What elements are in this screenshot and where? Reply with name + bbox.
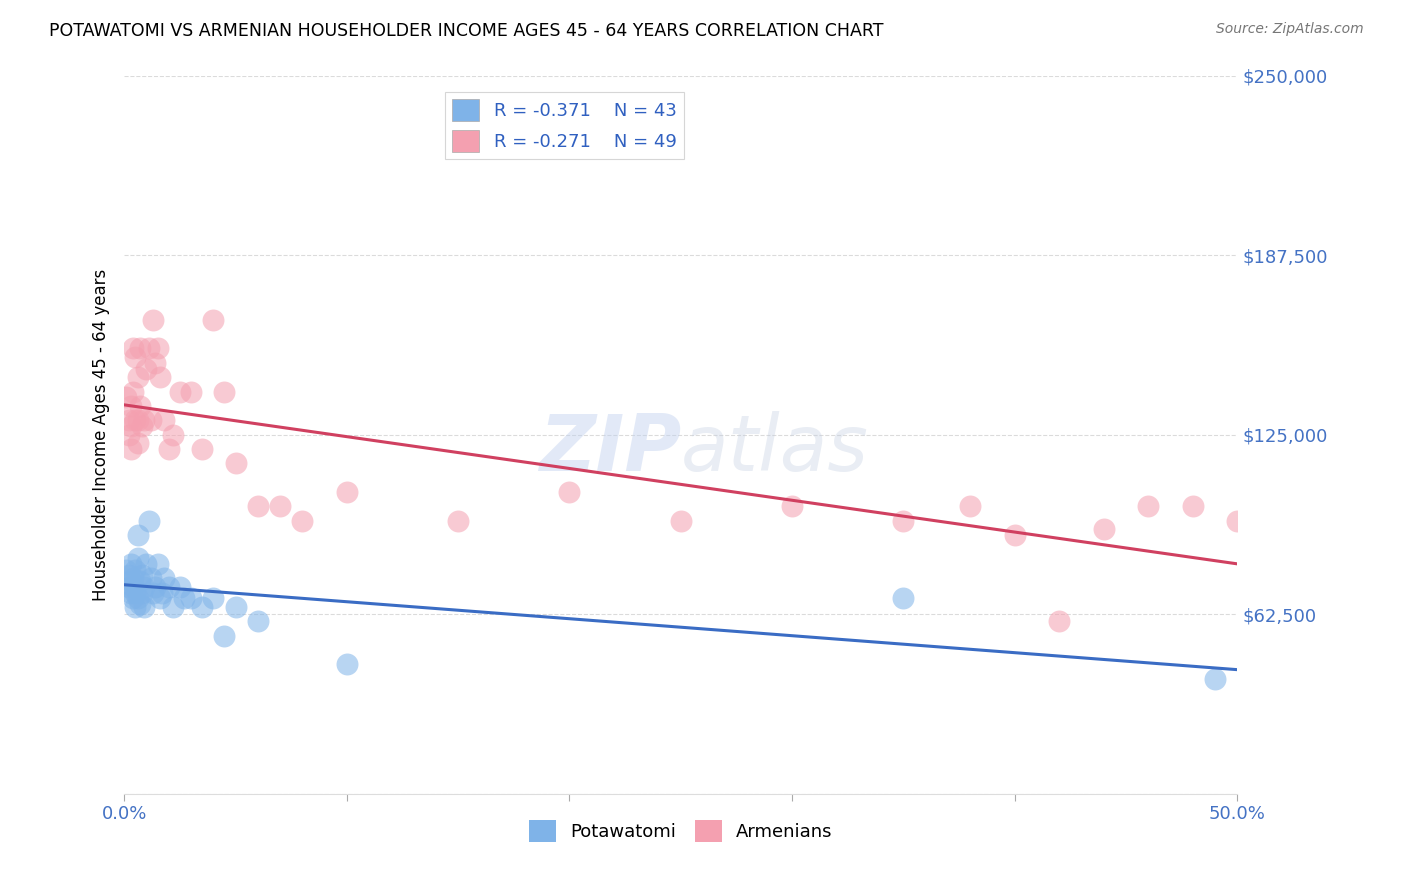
Point	[447, 514, 470, 528]
Point	[162, 427, 184, 442]
Point	[202, 591, 225, 606]
Point	[169, 384, 191, 399]
Point	[246, 615, 269, 629]
Point	[115, 390, 138, 404]
Point	[127, 551, 149, 566]
Point	[669, 514, 692, 528]
Point	[120, 557, 142, 571]
Point	[150, 585, 173, 599]
Point	[115, 563, 138, 577]
Point	[118, 413, 141, 427]
Point	[225, 599, 247, 614]
Point	[893, 591, 915, 606]
Point	[127, 591, 149, 606]
Point	[120, 585, 142, 599]
Point	[138, 514, 160, 528]
Point	[131, 585, 153, 599]
Point	[142, 312, 165, 326]
Point	[180, 591, 202, 606]
Point	[1226, 514, 1249, 528]
Point	[135, 361, 157, 376]
Point	[122, 342, 145, 356]
Point	[558, 485, 581, 500]
Point	[120, 574, 142, 588]
Point	[134, 580, 156, 594]
Point	[135, 557, 157, 571]
Point	[162, 599, 184, 614]
Point	[139, 413, 162, 427]
Point	[122, 571, 145, 585]
Point	[146, 342, 169, 356]
Point	[127, 436, 149, 450]
Point	[127, 528, 149, 542]
Point	[149, 370, 172, 384]
Point	[120, 419, 142, 434]
Point	[214, 384, 236, 399]
Point	[124, 599, 146, 614]
Point	[1181, 500, 1204, 514]
Point	[120, 442, 142, 456]
Text: atlas: atlas	[681, 411, 869, 487]
Point	[120, 399, 142, 413]
Point	[124, 563, 146, 577]
Point	[173, 591, 195, 606]
Point	[780, 500, 803, 514]
Point	[128, 597, 150, 611]
Y-axis label: Householder Income Ages 45 - 64 years: Householder Income Ages 45 - 64 years	[93, 268, 110, 600]
Point	[1004, 528, 1026, 542]
Point	[145, 356, 167, 370]
Point	[122, 384, 145, 399]
Point	[1092, 522, 1115, 536]
Point	[157, 442, 180, 456]
Point	[134, 599, 156, 614]
Point	[893, 514, 915, 528]
Point	[149, 591, 172, 606]
Point	[127, 370, 149, 384]
Point	[180, 384, 202, 399]
Point	[291, 514, 314, 528]
Point	[124, 585, 146, 599]
Point	[1047, 615, 1070, 629]
Point	[128, 574, 150, 588]
Point	[127, 413, 149, 427]
Point	[131, 419, 153, 434]
Point	[138, 342, 160, 356]
Text: ZIP: ZIP	[538, 411, 681, 487]
Point	[246, 500, 269, 514]
Point	[214, 629, 236, 643]
Point	[336, 485, 359, 500]
Point	[959, 500, 981, 514]
Point	[169, 580, 191, 594]
Point	[122, 580, 145, 594]
Text: POTAWATOMI VS ARMENIAN HOUSEHOLDER INCOME AGES 45 - 64 YEARS CORRELATION CHART: POTAWATOMI VS ARMENIAN HOUSEHOLDER INCOM…	[49, 22, 884, 40]
Point	[122, 591, 145, 606]
Point	[153, 413, 176, 427]
Text: Source: ZipAtlas.com: Source: ZipAtlas.com	[1216, 22, 1364, 37]
Point	[118, 580, 141, 594]
Legend: R = -0.371    N = 43, R = -0.271    N = 49: R = -0.371 N = 43, R = -0.271 N = 49	[444, 92, 683, 160]
Point	[128, 342, 150, 356]
Point	[118, 568, 141, 582]
Point	[146, 557, 169, 571]
Point	[1137, 500, 1160, 514]
Point	[191, 442, 214, 456]
Point	[124, 413, 146, 427]
Point	[225, 456, 247, 470]
Point	[153, 571, 176, 585]
Point	[191, 599, 214, 614]
Point	[202, 312, 225, 326]
Point	[1204, 672, 1226, 686]
Point	[269, 500, 291, 514]
Point	[118, 427, 141, 442]
Point	[131, 568, 153, 582]
Point	[128, 399, 150, 413]
Point	[336, 657, 359, 672]
Point	[157, 580, 180, 594]
Point	[145, 580, 167, 594]
Point	[124, 350, 146, 364]
Point	[142, 585, 165, 599]
Point	[134, 413, 156, 427]
Point	[139, 571, 162, 585]
